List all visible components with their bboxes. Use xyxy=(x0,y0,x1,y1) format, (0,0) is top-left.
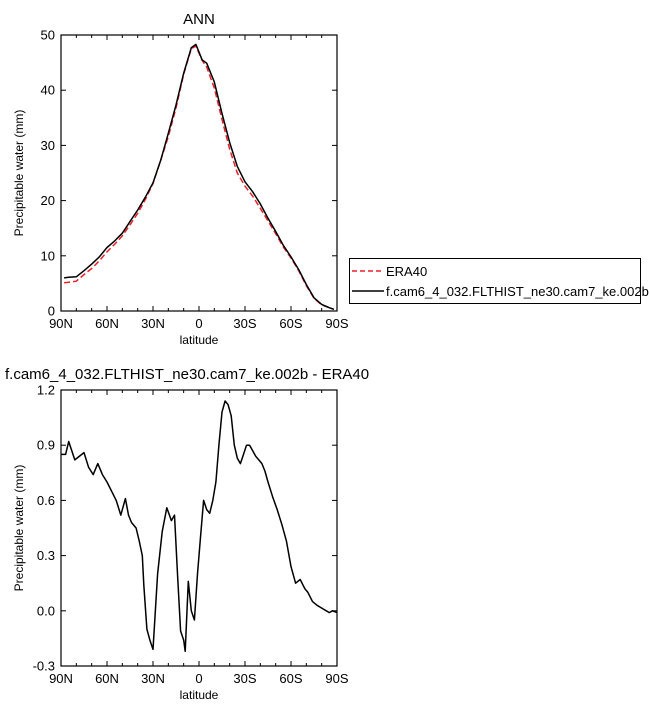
bottom-y-axis-label: Precipitable water (mm) xyxy=(12,465,26,592)
legend-item-model: f.cam6_4_032.FLTHIST_ne30.cam7_ke.002b xyxy=(350,282,649,300)
bottom-y-tick-label: 0.3 xyxy=(37,548,55,563)
bottom-x-tick-label: 30S xyxy=(233,671,256,686)
top-series-line-0 xyxy=(64,45,335,311)
bottom-x-axis-label: latitude xyxy=(180,688,219,702)
bottom-y-tick-label: 0.6 xyxy=(37,493,55,508)
bottom-x-tick-label: 90S xyxy=(325,671,348,686)
top-title: ANN xyxy=(183,11,215,28)
bottom-x-tick-label: 90N xyxy=(49,671,73,686)
top-y-tick-label: 0 xyxy=(48,304,55,319)
legend: ERA40 f.cam6_4_032.FLTHIST_ne30.cam7_ke.… xyxy=(349,258,649,304)
top-x-tick-label: 60N xyxy=(95,316,119,331)
bottom-y-tick-label: -0.3 xyxy=(33,659,55,674)
bottom-plot-frame xyxy=(60,389,338,667)
legend-swatch-model xyxy=(352,290,384,292)
top-x-tick-label: 30S xyxy=(233,316,256,331)
top-y-tick-label: 20 xyxy=(41,193,55,208)
legend-swatch-era40 xyxy=(352,270,384,272)
top-plot-frame xyxy=(60,34,338,312)
top-y-tick-label: 30 xyxy=(41,138,55,153)
top-y-tick-label: 50 xyxy=(41,28,55,43)
bottom-title: f.cam6_4_032.FLTHIST_ne30.cam7_ke.002b -… xyxy=(5,366,369,383)
bottom-x-tick-label: 60N xyxy=(95,671,119,686)
bottom-y-tick-label: 0.9 xyxy=(37,438,55,453)
top-x-tick-label: 90S xyxy=(325,316,348,331)
top-chart: 90N 60N 30N 0 30S 60S 90S 0 10 20 30 40 50 latitude Pr… xyxy=(12,11,349,347)
top-x-axis-label: latitude xyxy=(180,333,219,347)
bottom-y-tick-label: 0.0 xyxy=(37,603,55,618)
bottom-x-tick-label: 0 xyxy=(195,671,202,686)
top-x-tick-label: 60S xyxy=(279,316,302,331)
legend-label-era40: ERA40 xyxy=(386,263,428,279)
bottom-series-line-0 xyxy=(61,400,338,653)
top-series-line-1 xyxy=(64,43,335,311)
bottom-y-tick-label: 1.2 xyxy=(37,383,55,398)
top-y-tick-label: 10 xyxy=(41,248,55,263)
top-x-tick-label: 30N xyxy=(141,316,165,331)
top-y-tick-label: 40 xyxy=(41,83,55,98)
top-x-tick-label: 0 xyxy=(195,316,202,331)
bottom-x-tick-label: 30N xyxy=(141,671,165,686)
legend-label-model: f.cam6_4_032.FLTHIST_ne30.cam7_ke.002b xyxy=(386,283,649,299)
difference-chart: 90N 60N 30N 0 30S 60S 90S -0.3 0.0 0.3 0.6 0.9 1.2 la… xyxy=(5,366,369,702)
bottom-x-tick-label: 60S xyxy=(279,671,302,686)
legend-item-era40: ERA40 xyxy=(350,262,427,280)
top-y-axis-label: Precipitable water (mm) xyxy=(12,110,26,237)
top-x-tick-label: 90N xyxy=(49,316,73,331)
